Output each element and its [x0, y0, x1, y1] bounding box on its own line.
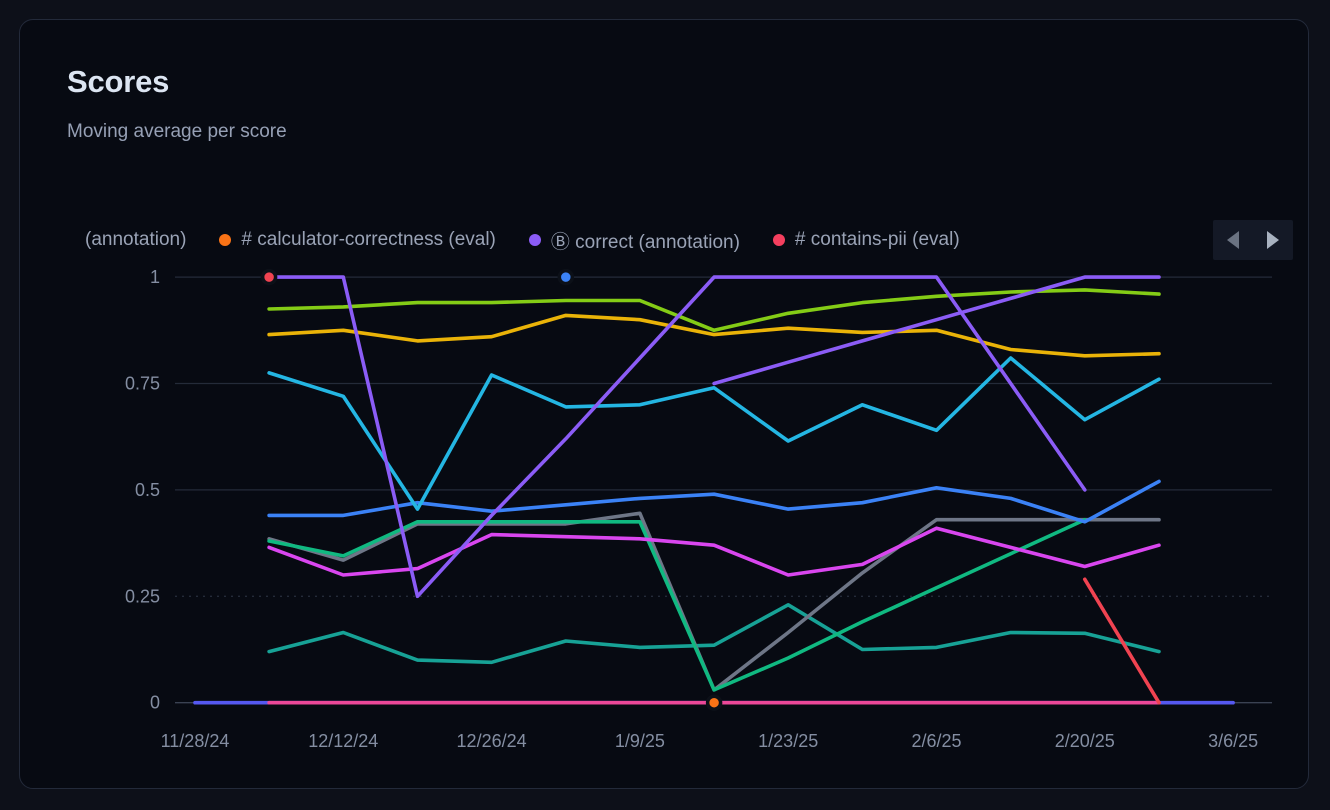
legend-item[interactable]: # contains-pii (eval): [772, 229, 960, 251]
legend: (annotation) # calculator-correctness (ev…: [85, 220, 960, 260]
scores-card: Scores Moving average per score (annotat…: [19, 19, 1309, 789]
legend-items: (annotation) # calculator-correctness (ev…: [85, 227, 960, 254]
legend-item-label: (annotation): [85, 229, 187, 250]
legend-item[interactable]: # calculator-correctness (eval): [219, 229, 496, 251]
left-arrow-icon: [1227, 231, 1239, 249]
legend-prev-button[interactable]: [1213, 220, 1253, 260]
page-subtitle: Moving average per score: [67, 121, 287, 142]
right-arrow-icon: [1267, 231, 1279, 249]
legend-dot-icon: [772, 234, 785, 246]
legend-item-label: Ⓑ correct (annotation): [550, 231, 740, 253]
legend-item-label: # calculator-correctness (eval): [241, 229, 496, 250]
legend-nav: [1213, 220, 1293, 260]
page-title: Scores: [67, 64, 170, 99]
legend-next-button[interactable]: [1253, 220, 1293, 260]
legend-dot-icon: [528, 234, 541, 246]
legend-dot-icon: [219, 234, 232, 246]
legend-item[interactable]: (annotation): [85, 229, 186, 251]
legend-item[interactable]: Ⓑ correct (annotation): [528, 227, 740, 254]
legend-item-label: # contains-pii (eval): [794, 229, 960, 250]
